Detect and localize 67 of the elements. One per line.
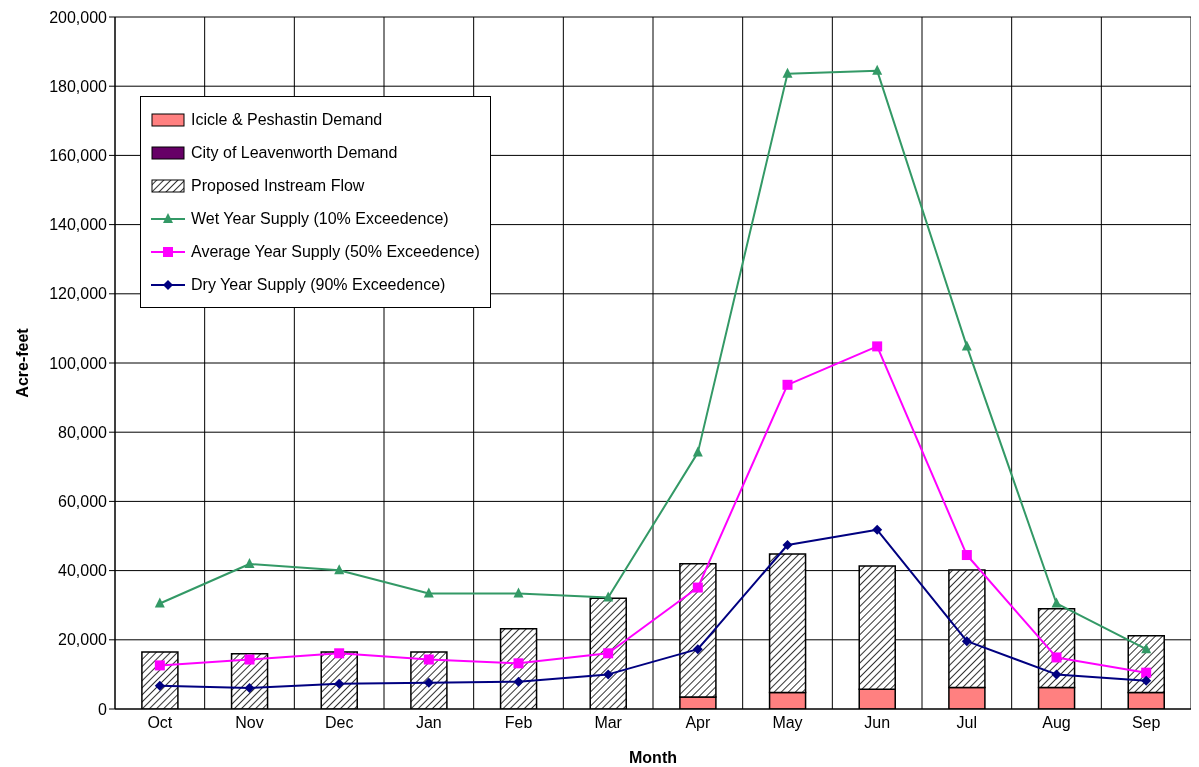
point (782, 540, 793, 550)
point (423, 677, 434, 688)
legend-label: Average Year Supply (50% Exceedence) (191, 242, 480, 261)
point (692, 446, 703, 457)
y-tick-label: 20,000 (58, 631, 108, 649)
x-tick-label: Aug (1042, 714, 1071, 732)
point (334, 648, 345, 659)
x-tick-label: Mar (594, 714, 623, 732)
y-tick-label: 80,000 (58, 423, 108, 441)
x-tick-label: Jan (415, 714, 442, 732)
y-tick-label: 180,000 (49, 77, 108, 95)
x-tick-label: May (772, 714, 803, 732)
x-tick-label: Jun (864, 714, 891, 732)
point (603, 669, 614, 680)
point (1141, 643, 1152, 654)
y-tick-label: 140,000 (49, 216, 108, 234)
legend-label: Dry Year Supply (90% Exceedence) (191, 275, 446, 294)
point (1141, 675, 1152, 686)
point (513, 587, 524, 598)
x-tick-label: Apr (685, 714, 711, 732)
point (603, 591, 614, 602)
point (782, 379, 793, 390)
x-tick-label: Oct (147, 714, 173, 732)
x-tick-label: Jul (956, 714, 978, 732)
point (872, 64, 883, 75)
point (782, 67, 793, 78)
point (423, 654, 434, 665)
point (154, 680, 165, 691)
legend-label: City of Leavenworth Demand (191, 143, 398, 162)
point (513, 658, 524, 669)
point (692, 582, 703, 593)
x-tick-label: Dec (324, 714, 354, 732)
point (244, 558, 255, 569)
point (1051, 652, 1062, 663)
y-tick-label: 200,000 (49, 8, 108, 26)
y-tick-label: 40,000 (58, 562, 108, 580)
x-axis-title: Month (629, 749, 677, 766)
point (961, 340, 972, 351)
point (244, 654, 255, 665)
point (603, 648, 614, 659)
point (872, 341, 883, 352)
point (154, 597, 165, 608)
x-tick-label: Nov (235, 714, 264, 732)
point (692, 644, 703, 655)
y-tick-label: 0 (98, 700, 108, 718)
y-tick-label: 120,000 (49, 285, 108, 303)
point (334, 678, 345, 689)
point (872, 524, 883, 535)
y-tick-label: 60,000 (58, 493, 108, 511)
point (154, 660, 165, 671)
point (1051, 669, 1062, 680)
y-tick-label: 160,000 (49, 147, 108, 165)
legend-label: Icicle & Peshastin Demand (191, 110, 383, 129)
point (961, 550, 972, 561)
point (334, 564, 345, 575)
legend-label: Wet Year Supply (10% Exceedence) (191, 209, 449, 228)
y-axis-title: Acre-feet (13, 327, 31, 398)
point (423, 587, 434, 598)
legend-label: Proposed Instream Flow (191, 176, 365, 195)
y-tick-label: 100,000 (49, 354, 108, 372)
point (1141, 667, 1152, 678)
point (1051, 597, 1062, 608)
x-tick-label: Sep (1131, 714, 1161, 732)
point (961, 636, 972, 647)
x-tick-label: Feb (504, 714, 533, 732)
point (244, 682, 255, 693)
point (513, 676, 524, 687)
